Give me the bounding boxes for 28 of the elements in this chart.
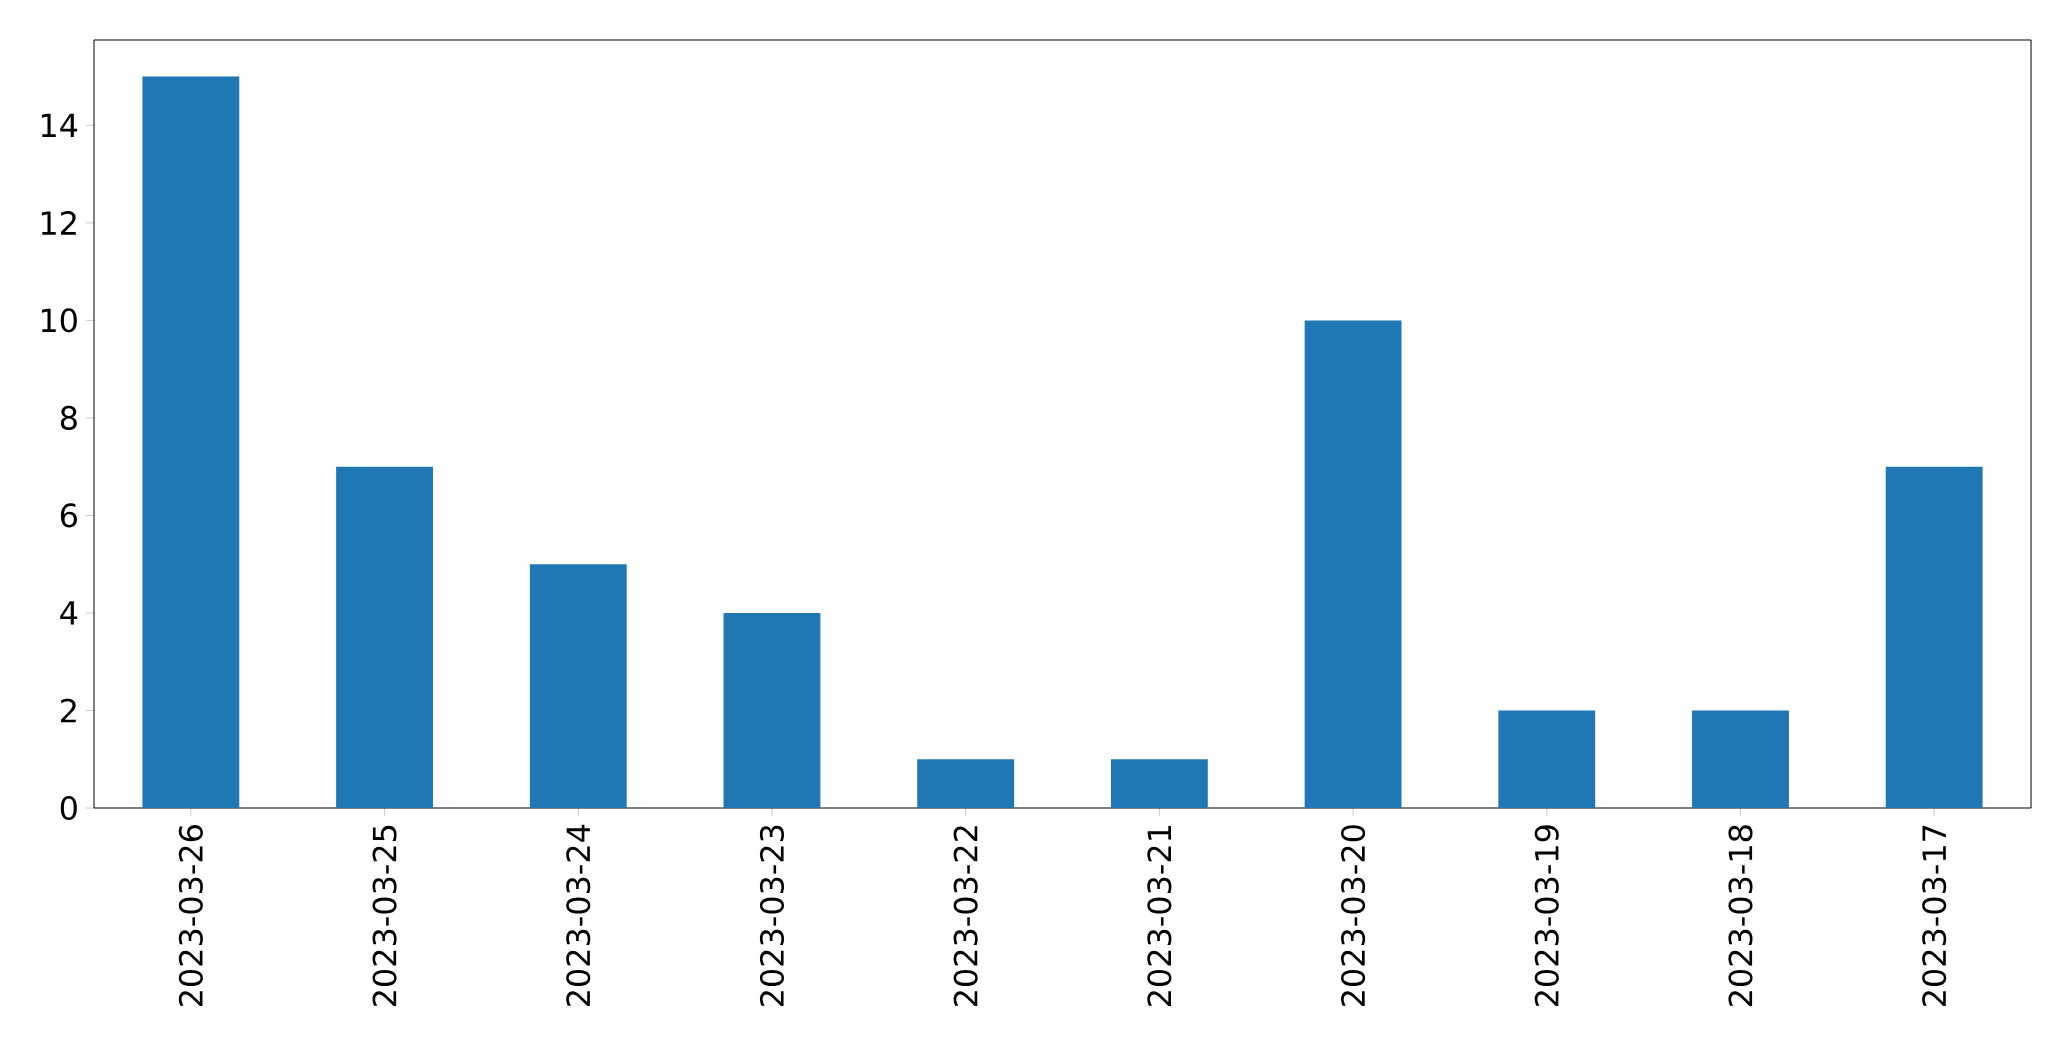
x-tick-label: 2023-03-24 <box>566 824 591 1006</box>
x-tick-label: 2023-03-23 <box>759 825 785 1006</box>
x-tick-label: 2023-03-22 <box>953 826 978 1006</box>
y-tick-label: 12 <box>41 211 76 235</box>
bar <box>336 466 433 808</box>
x-tick-label: 2023-03-26 <box>178 825 203 1006</box>
bar <box>723 612 821 808</box>
bar <box>1110 759 1208 808</box>
bar <box>1498 710 1596 808</box>
y-tick-label: 6 <box>60 503 77 528</box>
x-tick-label: 2023-03-17 <box>1922 825 1947 1006</box>
y-tick-label: 2 <box>61 698 76 723</box>
x-tick-label: 2023-03-19 <box>1534 825 1559 1006</box>
y-tick-label: 14 <box>41 113 78 137</box>
y-tick-label: 8 <box>60 405 77 430</box>
x-tick-label: 2023-03-21 <box>1147 826 1172 1006</box>
x-tick-label: 2023-03-20 <box>1341 825 1366 1006</box>
bar <box>529 564 627 808</box>
y-tick-label: 10 <box>41 308 77 333</box>
x-tick-label: 2023-03-18 <box>1728 825 1753 1006</box>
x-tick-label: 2023-03-25 <box>372 825 397 1006</box>
bar <box>917 759 1015 808</box>
y-tick-label: 4 <box>60 601 78 625</box>
y-tick-label: 0 <box>60 795 77 821</box>
bar <box>1692 710 1789 808</box>
bar <box>142 76 240 808</box>
bar <box>1304 320 1402 808</box>
bar <box>1885 466 1983 808</box>
